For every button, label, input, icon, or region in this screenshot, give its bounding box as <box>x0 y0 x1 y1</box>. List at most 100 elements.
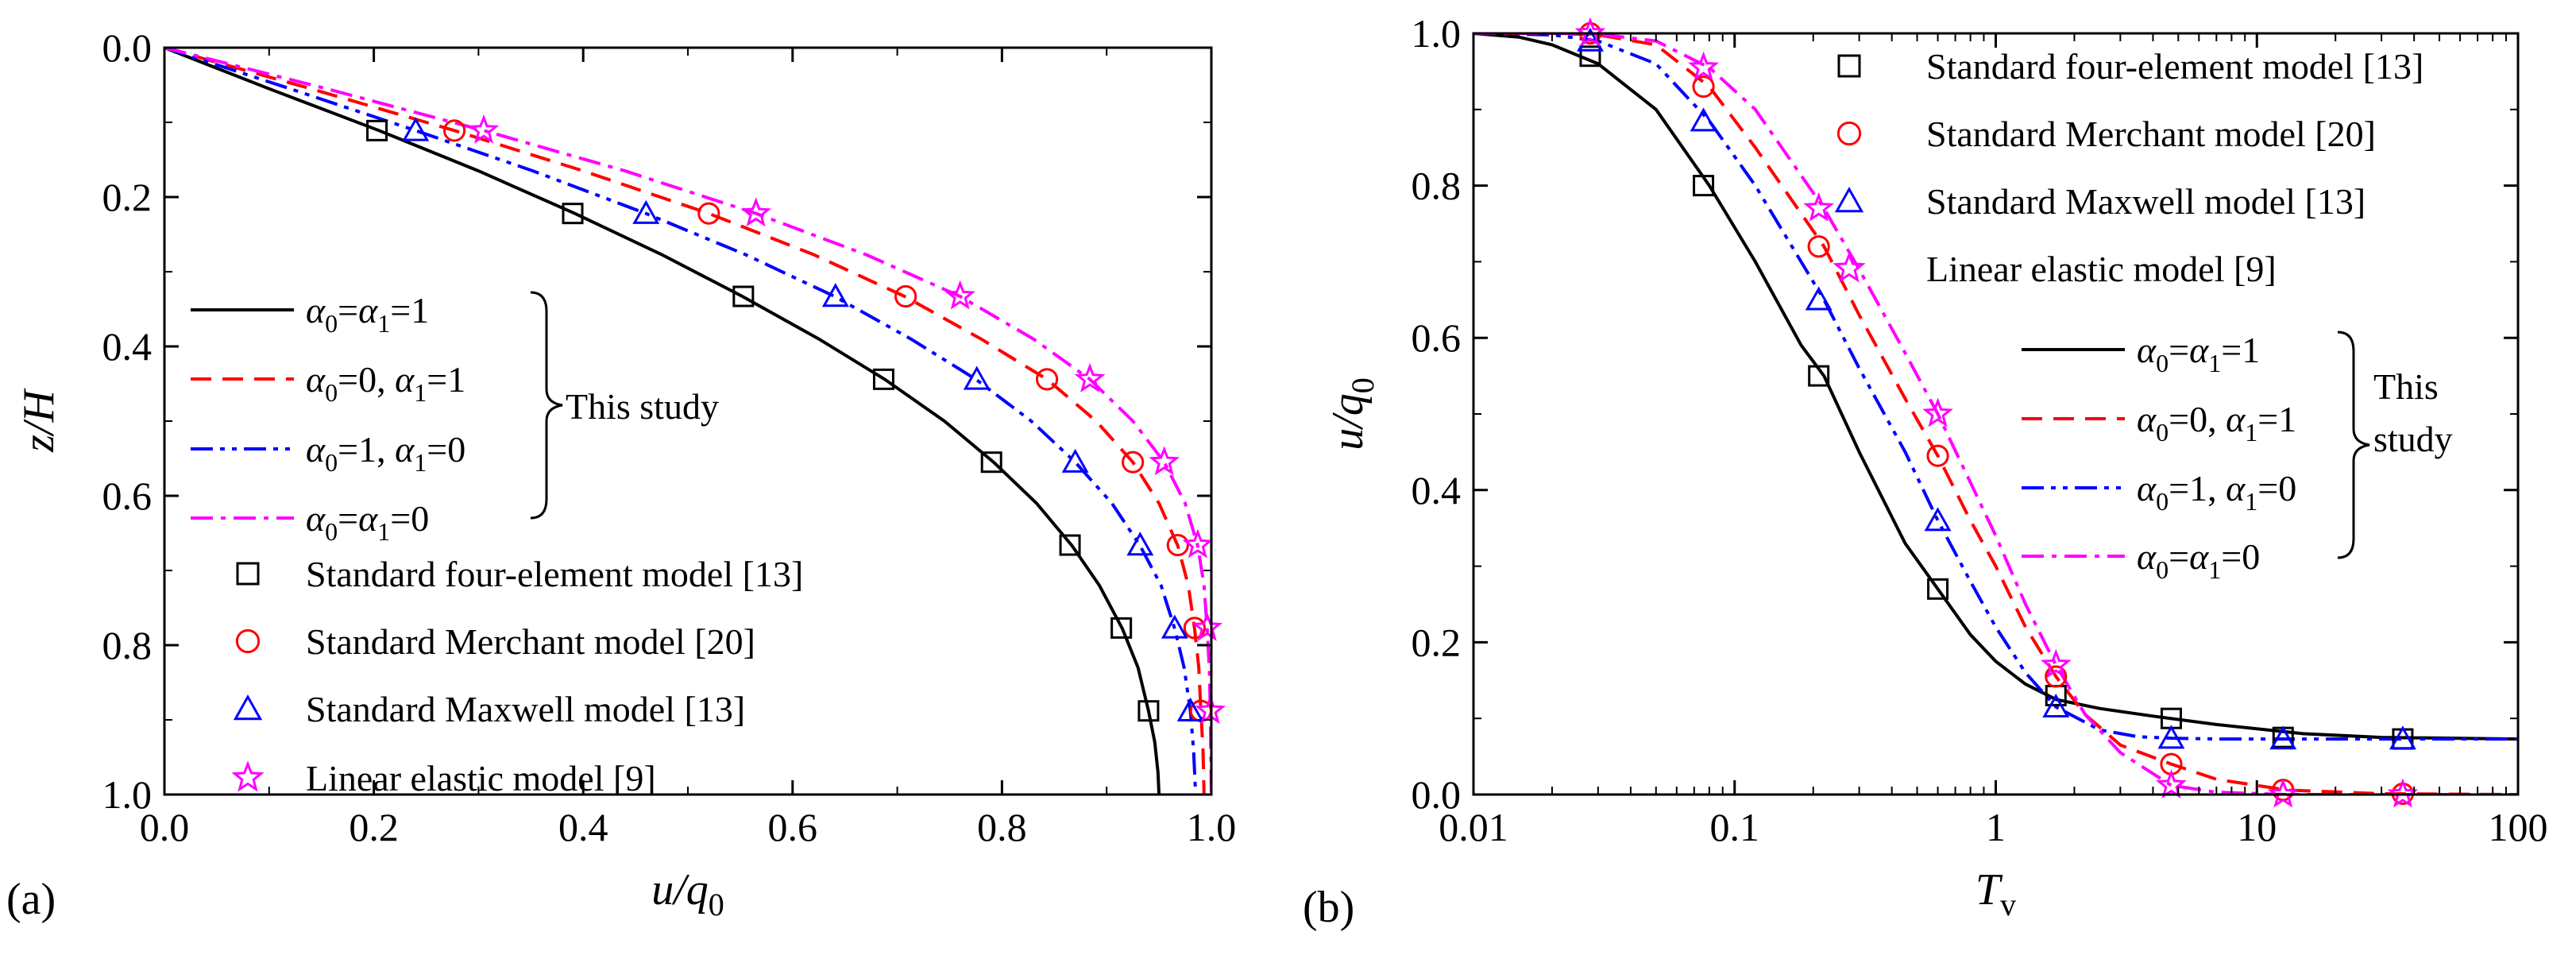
triangle-marker <box>2389 725 2416 750</box>
star-marker <box>1191 612 1223 641</box>
square-marker <box>1059 534 1081 556</box>
legend-label-part: 0 <box>325 378 338 407</box>
legend-label-part: =0, <box>2169 399 2226 439</box>
legend-marker-label: Standard four-element model [13] <box>1926 46 2423 87</box>
legend-label-part: 0 <box>2156 418 2169 447</box>
legend-label-part: α <box>2226 399 2246 439</box>
triangle-marker <box>2042 693 2070 718</box>
legend-b: Standard four-element model [13] Standard… <box>1833 46 2453 584</box>
y-tick-label: 0.8 <box>102 623 153 667</box>
x-axis-label-main: u/q <box>651 865 709 915</box>
series-line-1 <box>164 48 1161 795</box>
legend-label-part: 1 <box>377 517 390 546</box>
circle-marker <box>1807 235 1830 258</box>
panel-label: (a) <box>6 875 56 924</box>
series-line-3 <box>164 48 1198 795</box>
legend-marker-triangle <box>233 694 263 721</box>
legend-label-part: α <box>306 498 326 539</box>
x-tick-label: 0.01 <box>1439 805 1508 849</box>
legend-brace <box>530 291 563 520</box>
star-marker <box>2267 778 2299 808</box>
legend-label-part: α <box>2137 536 2157 577</box>
square-marker <box>872 368 894 390</box>
legend-label-part: =1, <box>2169 468 2226 509</box>
legend-marker-label: Linear elastic model [9] <box>1926 249 2277 289</box>
legend-marker-square <box>236 562 260 586</box>
chart-panel-b: 0.01 0.1 1 10 1000.00.20.40.60.81.0Tvu/q0(b)… <box>1303 11 2548 932</box>
triangle-marker <box>1126 532 1154 556</box>
triangle-marker <box>1690 107 1717 132</box>
star-marker <box>1182 528 1214 559</box>
x-tick-label: 0.6 <box>768 805 818 849</box>
legend-marker-label: Linear elastic model [9] <box>306 758 656 799</box>
triangle-marker <box>632 199 660 224</box>
legend-group-label-line1: This <box>2373 366 2439 407</box>
legend-label-part: 1 <box>2208 349 2221 377</box>
x-axis-label: u/q0 <box>651 865 724 922</box>
marker-series-square <box>366 119 1160 722</box>
legend-label-part: = <box>338 290 358 331</box>
triangle-marker <box>1924 507 1952 532</box>
triangle-marker <box>1061 448 1089 473</box>
triangle-marker <box>402 117 430 141</box>
legend-brace <box>2337 331 2370 559</box>
star-marker <box>2156 769 2187 799</box>
legend-label-part: 0 <box>2156 555 2169 584</box>
x-tick-label: 10 <box>2237 805 2277 849</box>
square-marker <box>1579 45 1601 68</box>
legend-marker-label: Standard Merchant model [20] <box>1926 114 2376 154</box>
y-tick-label: 0.4 <box>1412 468 1462 512</box>
square-marker <box>1927 578 1949 600</box>
legend-label-part: α <box>395 359 415 400</box>
y-axis-label-sub: 0 <box>1345 377 1381 393</box>
legend-label-part: α <box>2137 399 2157 439</box>
legend-label-part: =0 <box>390 498 429 539</box>
legend-label-part: = <box>338 498 358 539</box>
legend-label-part: α <box>2189 536 2209 577</box>
legend-label-part: α <box>306 359 326 400</box>
triangle-marker <box>1161 614 1188 639</box>
legend-marker-circle <box>235 628 261 654</box>
marker-series-star <box>1574 17 2419 808</box>
x-tick-label: 100 <box>2489 805 2548 849</box>
marker-series-triangle <box>402 117 1204 721</box>
legend-label-part: 0 <box>2156 487 2169 516</box>
triangle-marker <box>963 365 991 390</box>
circle-marker <box>894 284 917 308</box>
legend-label-part: 1 <box>2245 487 2257 516</box>
triangle-marker <box>1805 286 1833 311</box>
legend-label-part: 1 <box>414 448 427 477</box>
legend-label-part: =0 <box>427 429 465 470</box>
series-line-2 <box>164 48 1206 795</box>
circle-marker <box>1122 450 1145 474</box>
legend-label-part: =1 <box>427 359 465 400</box>
legend-label-part: 1 <box>2208 555 2221 584</box>
star-marker <box>1688 51 1719 81</box>
x-axis-label-main: T <box>1975 865 2003 915</box>
star-marker <box>944 280 976 310</box>
y-tick-label: 1.0 <box>102 772 153 817</box>
square-marker <box>366 119 388 141</box>
legend-label-part: α <box>2226 468 2246 509</box>
legend-marker-label: Standard four-element model [13] <box>306 554 803 594</box>
legend-label-part: α <box>2137 468 2157 509</box>
legend-label-part: α <box>306 429 326 470</box>
x-tick-label: 0.4 <box>558 805 608 849</box>
x-tick-label: 0.2 <box>349 805 399 849</box>
y-axis-label: z/H <box>14 389 64 453</box>
star-marker <box>1574 17 1606 47</box>
legend-label-part: α <box>306 290 326 331</box>
triangle-marker <box>2157 725 2185 749</box>
star-marker <box>740 197 772 227</box>
y-tick-label: 0.6 <box>102 474 153 518</box>
legend-label-part: =0, <box>338 359 395 400</box>
legend-marker-square <box>1837 54 1861 78</box>
y-tick-label: 0.6 <box>1412 315 1462 360</box>
legend-label-part: = <box>2169 536 2189 577</box>
circle-marker <box>1166 533 1189 557</box>
square-marker <box>980 451 1002 474</box>
legend-label-part: =1, <box>338 429 395 470</box>
legend-label-part: =1 <box>390 290 429 331</box>
star-marker <box>1803 191 1835 222</box>
